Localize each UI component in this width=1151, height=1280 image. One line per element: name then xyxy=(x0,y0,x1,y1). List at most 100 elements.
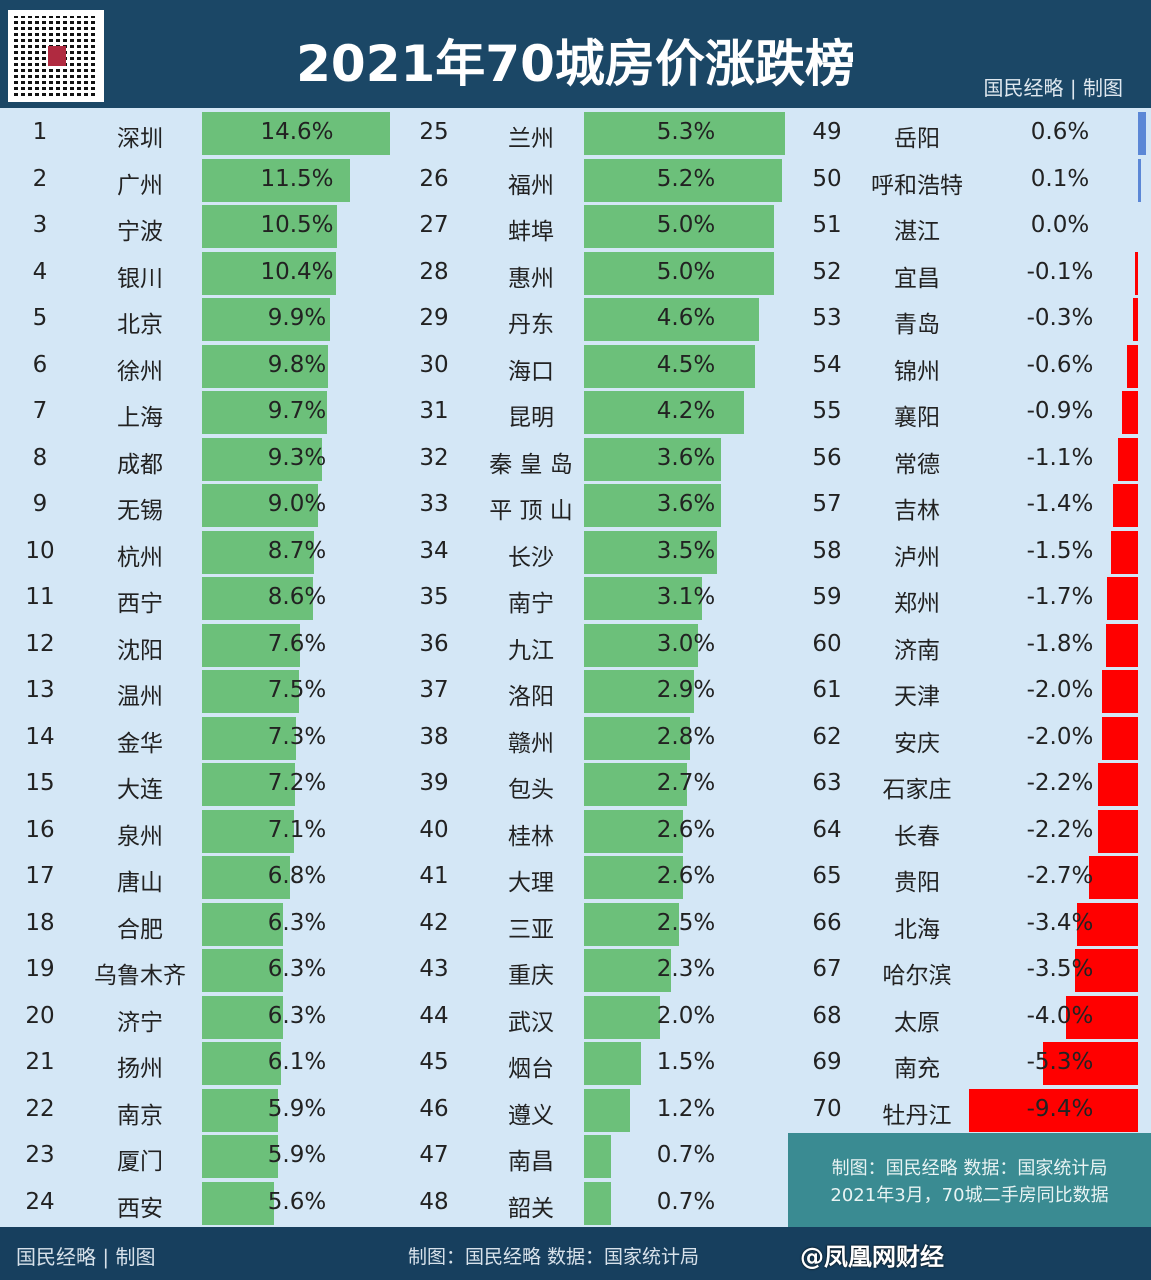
rank-label: 31 xyxy=(419,398,449,424)
ranking-chart: 1 深圳 14.6% 2 广州 11.5% 3 宁波 10.5% 4 银川 10.4% 5 北京 9.9% 6… xyxy=(0,111,1151,1227)
table-row: 52 宜昌 -0.1% xyxy=(0,251,1151,295)
rank-label: 70 xyxy=(812,1095,842,1122)
bar xyxy=(584,577,702,620)
city-label: 重庆 xyxy=(508,963,554,989)
data-label: 14.6% xyxy=(260,119,334,145)
bar xyxy=(202,298,330,341)
note-line-1: 制图：国民经略 数据：国家统计局 xyxy=(831,1158,1108,1179)
table-row: 64 长春 -2.2% xyxy=(0,809,1151,853)
table-row: 63 石家庄 -2.2% xyxy=(0,762,1151,806)
bar xyxy=(1112,484,1138,527)
rank-label: 49 xyxy=(812,119,842,145)
city-label: 贵阳 xyxy=(894,870,940,896)
rank-label: 64 xyxy=(812,816,842,843)
table-row: 15 大连 7.2% xyxy=(0,762,1151,806)
data-label: 7.6% xyxy=(267,630,327,657)
rank-label: 65 xyxy=(812,863,842,889)
rank-label: 56 xyxy=(812,444,842,471)
data-label: 3.1% xyxy=(656,584,716,610)
data-label: 4.5% xyxy=(656,351,716,378)
table-row: 45 烟台 1.5% xyxy=(0,1041,1151,1085)
city-label: 广州 xyxy=(117,172,163,199)
data-label: -1.1% xyxy=(1026,444,1094,471)
city-label: 长沙 xyxy=(508,544,554,571)
city-label: 乌鲁木齐 xyxy=(94,963,186,989)
table-row: 40 桂林 2.6% xyxy=(0,809,1151,853)
city-label: 泸州 xyxy=(894,544,940,571)
city-label: 济宁 xyxy=(117,1009,163,1036)
city-label: 成都 xyxy=(117,451,163,478)
city-label: 长春 xyxy=(894,823,940,850)
bar xyxy=(202,763,295,806)
table-row: 47 南昌 0.7% xyxy=(0,1134,1151,1178)
data-label: 1.5% xyxy=(656,1049,716,1075)
city-label: 大理 xyxy=(508,870,554,896)
bar xyxy=(202,716,297,760)
bar xyxy=(202,577,313,620)
rank-label: 8 xyxy=(32,444,48,471)
data-label: -1.8% xyxy=(1026,630,1094,657)
bar xyxy=(202,1181,275,1225)
table-row: 55 襄阳 -0.9% xyxy=(0,390,1151,434)
rank-label: 11 xyxy=(25,584,55,610)
city-label: 银川 xyxy=(117,265,163,292)
data-label: 9.7% xyxy=(267,398,327,424)
bar xyxy=(584,205,774,248)
bar xyxy=(1102,716,1138,760)
table-row: 34 长沙 3.5% xyxy=(0,530,1151,574)
bar xyxy=(202,623,301,667)
table-row: 56 常德 -1.1% xyxy=(0,437,1151,481)
table-row: 31 昆明 4.2% xyxy=(0,390,1151,434)
city-label: 秦 皇 岛 xyxy=(489,451,573,478)
table-row: 3 宁波 10.5% xyxy=(0,204,1151,248)
bar xyxy=(1121,391,1138,434)
data-label: 2.0% xyxy=(656,1002,716,1029)
data-label: -2.0% xyxy=(1026,723,1094,750)
data-label: 0.1% xyxy=(1030,165,1090,192)
bar xyxy=(202,484,319,527)
data-label: 5.0% xyxy=(656,212,716,238)
rank-label: 3 xyxy=(32,212,48,238)
table-row: 66 北海 -3.4% xyxy=(0,902,1151,946)
table-row: 54 锦州 -0.6% xyxy=(0,344,1151,388)
city-label: 丹东 xyxy=(508,312,554,338)
data-label: 4.2% xyxy=(656,398,716,424)
bar xyxy=(202,670,299,713)
bar xyxy=(584,344,755,388)
table-row: 1 深圳 14.6% xyxy=(0,111,1151,155)
data-label: -1.5% xyxy=(1026,537,1094,564)
city-label: 太原 xyxy=(894,1009,940,1036)
data-label: 5.0% xyxy=(656,258,716,285)
rank-label: 62 xyxy=(812,723,842,750)
source-note: 制图：国民经略 数据：国家统计局 2021年3月，70城二手房同比数据 xyxy=(788,1133,1151,1227)
rank-label: 42 xyxy=(419,909,449,936)
qr-code xyxy=(8,10,104,102)
rank-label: 36 xyxy=(419,630,449,657)
table-row: 19 乌鲁木齐 6.3% xyxy=(0,948,1151,992)
rank-label: 18 xyxy=(25,909,55,936)
table-row: 42 三亚 2.5% xyxy=(0,902,1151,946)
rank-label: 23 xyxy=(25,1142,55,1168)
data-label: -1.7% xyxy=(1026,584,1094,610)
city-label: 天津 xyxy=(894,684,940,710)
data-label: 0.7% xyxy=(656,1142,716,1168)
rank-label: 20 xyxy=(25,1002,55,1029)
city-label: 海口 xyxy=(508,358,554,385)
table-row: 27 蚌埠 5.0% xyxy=(0,204,1151,248)
data-label: 8.7% xyxy=(267,537,327,564)
city-label: 北京 xyxy=(117,312,163,338)
bar xyxy=(584,856,683,899)
bar xyxy=(584,902,679,946)
data-label: 0.7% xyxy=(656,1188,716,1215)
bar xyxy=(202,949,284,992)
data-label: 7.1% xyxy=(267,816,327,843)
rank-label: 15 xyxy=(25,770,55,796)
city-label: 郑州 xyxy=(894,591,940,617)
bar xyxy=(584,530,717,574)
table-row: 18 合肥 6.3% xyxy=(0,902,1151,946)
table-row: 21 扬州 6.1% xyxy=(0,1041,1151,1085)
data-label: -0.9% xyxy=(1026,398,1094,424)
table-row: 22 南京 5.9% xyxy=(0,1088,1151,1132)
city-label: 唐山 xyxy=(117,870,163,896)
bar xyxy=(202,391,328,434)
